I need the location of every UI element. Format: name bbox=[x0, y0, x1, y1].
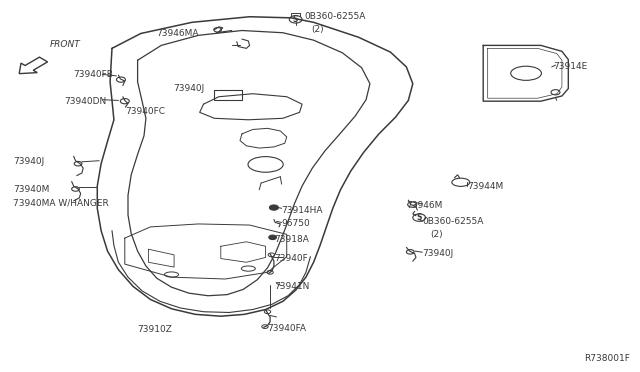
Text: 73940J: 73940J bbox=[173, 84, 204, 93]
Circle shape bbox=[269, 235, 276, 240]
Text: (2): (2) bbox=[430, 230, 443, 239]
Text: 73940F: 73940F bbox=[274, 254, 308, 263]
Text: 96750: 96750 bbox=[282, 219, 310, 228]
Text: 73941N: 73941N bbox=[274, 282, 309, 291]
Text: S: S bbox=[417, 213, 422, 222]
Text: 73914E: 73914E bbox=[554, 62, 588, 71]
Text: 73940M: 73940M bbox=[13, 185, 49, 194]
Text: 73918A: 73918A bbox=[274, 235, 308, 244]
Text: 73940FC: 73940FC bbox=[125, 107, 165, 116]
Text: 73946M: 73946M bbox=[406, 201, 443, 210]
Text: 73946MA: 73946MA bbox=[156, 29, 198, 38]
Text: 73910Z: 73910Z bbox=[138, 325, 172, 334]
Text: 0B360-6255A: 0B360-6255A bbox=[304, 12, 365, 21]
Text: (2): (2) bbox=[312, 25, 324, 34]
Text: 73944M: 73944M bbox=[467, 182, 504, 191]
Text: 73940MA W/HANGER: 73940MA W/HANGER bbox=[13, 198, 109, 207]
Text: 0B360-6255A: 0B360-6255A bbox=[422, 217, 484, 226]
Text: 73914HA: 73914HA bbox=[282, 206, 323, 215]
Circle shape bbox=[269, 205, 278, 210]
Text: 73940FA: 73940FA bbox=[268, 324, 307, 333]
Text: 73940J: 73940J bbox=[422, 249, 454, 258]
Text: 73940DN: 73940DN bbox=[64, 97, 106, 106]
Text: 73940J: 73940J bbox=[13, 157, 44, 166]
Text: R738001F: R738001F bbox=[584, 354, 630, 363]
Text: 73940FB: 73940FB bbox=[74, 70, 113, 79]
Text: S: S bbox=[293, 15, 298, 24]
Text: FRONT: FRONT bbox=[50, 40, 81, 49]
